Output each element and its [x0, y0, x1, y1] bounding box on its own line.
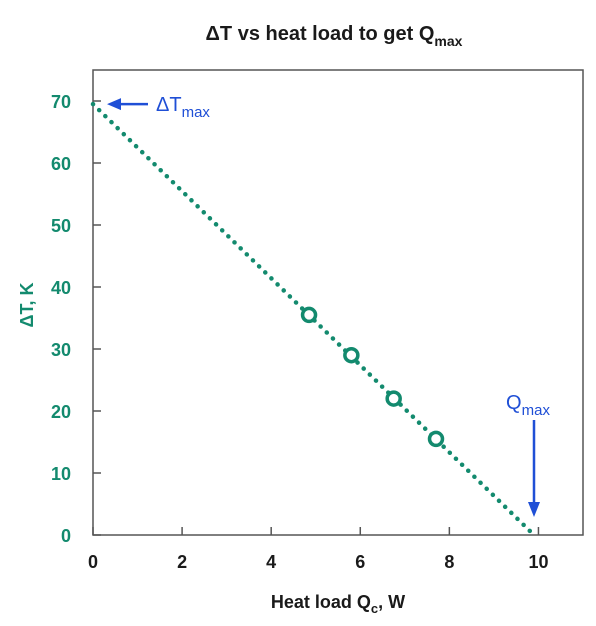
x-axis-label: Heat load Qc, W	[271, 592, 405, 616]
y-tick-label: 70	[51, 92, 71, 112]
y-tick-label: 50	[51, 216, 71, 236]
plot-frame	[92, 69, 584, 536]
x-tick-label: 8	[444, 552, 454, 572]
x-tick-label: 6	[355, 552, 365, 572]
y-tick-label: 30	[51, 340, 71, 360]
y-tick-label: 10	[51, 464, 71, 484]
y-axis-label: ΔT, K	[17, 283, 37, 328]
y-tick-label: 20	[51, 402, 71, 422]
y-tick-label: 40	[51, 278, 71, 298]
series-layer	[90, 101, 537, 538]
x-axis-ticks: 0 2 4 6 8 10	[88, 527, 548, 572]
chart-title: ΔT vs heat load to get Qmax	[206, 23, 463, 49]
delta-t-max-label: ΔTmax	[156, 94, 210, 121]
q-max-label: Qmax	[506, 392, 550, 419]
q-max-arrowhead	[528, 502, 540, 517]
x-tick-label: 2	[177, 552, 187, 572]
annotation-layer: ΔTmax Qmax	[107, 94, 550, 517]
y-axis-ticks: 0 10 20 30 40 50 60 70	[51, 92, 101, 546]
y-tick-label: 0	[61, 526, 71, 546]
delta-t-max-arrowhead	[107, 98, 121, 111]
data-point	[385, 390, 402, 407]
x-tick-label: 4	[266, 552, 276, 572]
data-point	[343, 346, 360, 364]
data-point	[300, 306, 318, 324]
x-tick-label: 10	[528, 552, 548, 572]
data-point	[427, 430, 445, 448]
x-tick-label: 0	[88, 552, 98, 572]
y-tick-label: 60	[51, 154, 71, 174]
